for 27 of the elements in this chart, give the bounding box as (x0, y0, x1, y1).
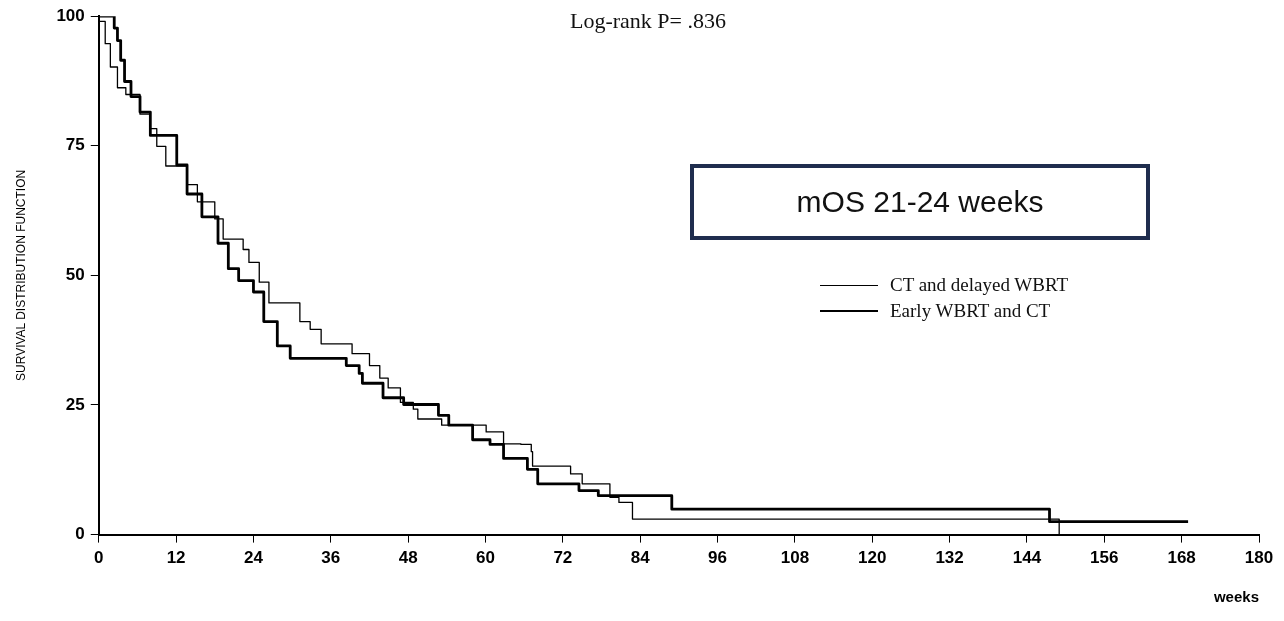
x-tick-label: 180 (1244, 548, 1274, 568)
x-tick-label: 24 (244, 548, 264, 568)
x-tick-label: 132 (935, 548, 964, 568)
y-tick-label: 100 (56, 5, 85, 25)
y-axis-title: SURVIVAL DISTRIBUTION FUNCTION (13, 169, 28, 381)
y-tick-label: 75 (65, 135, 85, 155)
x-tick-label: 144 (1012, 548, 1042, 568)
x-tick-label: 84 (630, 548, 651, 568)
x-tick-label: 12 (166, 548, 186, 568)
x-tick-label: 60 (476, 548, 495, 568)
x-tick-label: 168 (1167, 548, 1196, 568)
text-box: mOS 21-24 weeks (690, 164, 1150, 240)
annotation: Log-rank P= .836 (570, 8, 726, 34)
x-tick-label: 0 (94, 548, 104, 568)
x-tick-label: 120 (858, 548, 887, 568)
x-tick-label: 108 (780, 548, 810, 568)
legend-label: Early WBRT and CT (890, 300, 1051, 322)
x-tick-label: 96 (708, 548, 728, 568)
y-tick-label: 50 (65, 265, 85, 285)
y-tick-label: 0 (75, 524, 85, 544)
x-axis-title: weeks (1212, 588, 1259, 606)
x-tick-label: 48 (398, 548, 418, 568)
x-tick-label: 36 (321, 548, 341, 568)
legend-label: CT and delayed WBRT (890, 274, 1069, 296)
x-tick-label: 72 (553, 548, 573, 568)
x-tick-label: 156 (1090, 548, 1119, 568)
y-tick-label: 25 (65, 394, 85, 414)
